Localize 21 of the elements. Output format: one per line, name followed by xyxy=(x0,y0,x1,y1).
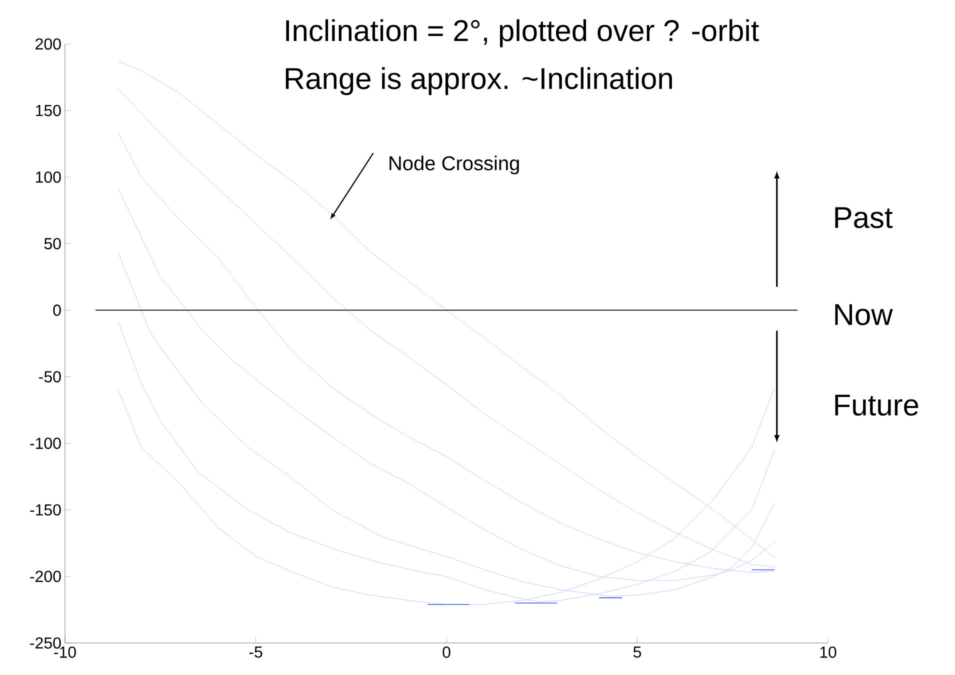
x-tick-label: 5 xyxy=(633,646,642,658)
x-tick-label: -10 xyxy=(54,646,76,658)
text: Past xyxy=(835,207,893,228)
y-tick-label: 0 xyxy=(53,304,61,316)
y-tick-label: 150 xyxy=(36,104,61,116)
y-tick-label: -50 xyxy=(39,371,61,382)
chart-title: Inclination = 2°, plotted over ? -orbit xyxy=(286,19,759,48)
y-tick-label: 200 xyxy=(36,38,61,50)
x-tick-label: 0 xyxy=(442,646,450,658)
x-tick-label: -5 xyxy=(249,646,262,658)
y-tick-label: 100 xyxy=(36,171,61,183)
text: Now xyxy=(835,304,893,326)
annotation: Node Crossing xyxy=(390,156,519,174)
y-tick-label: -250 xyxy=(30,637,61,649)
y-tick-label: 50 xyxy=(44,238,61,250)
text: Range is approx. ~Inclination xyxy=(286,67,672,96)
y-tick-label: -200 xyxy=(30,570,61,582)
y-tick-label: -100 xyxy=(30,438,61,449)
y-tick-label: -150 xyxy=(30,504,61,516)
text: Future xyxy=(835,394,918,416)
x-tick-label: 10 xyxy=(820,646,836,658)
